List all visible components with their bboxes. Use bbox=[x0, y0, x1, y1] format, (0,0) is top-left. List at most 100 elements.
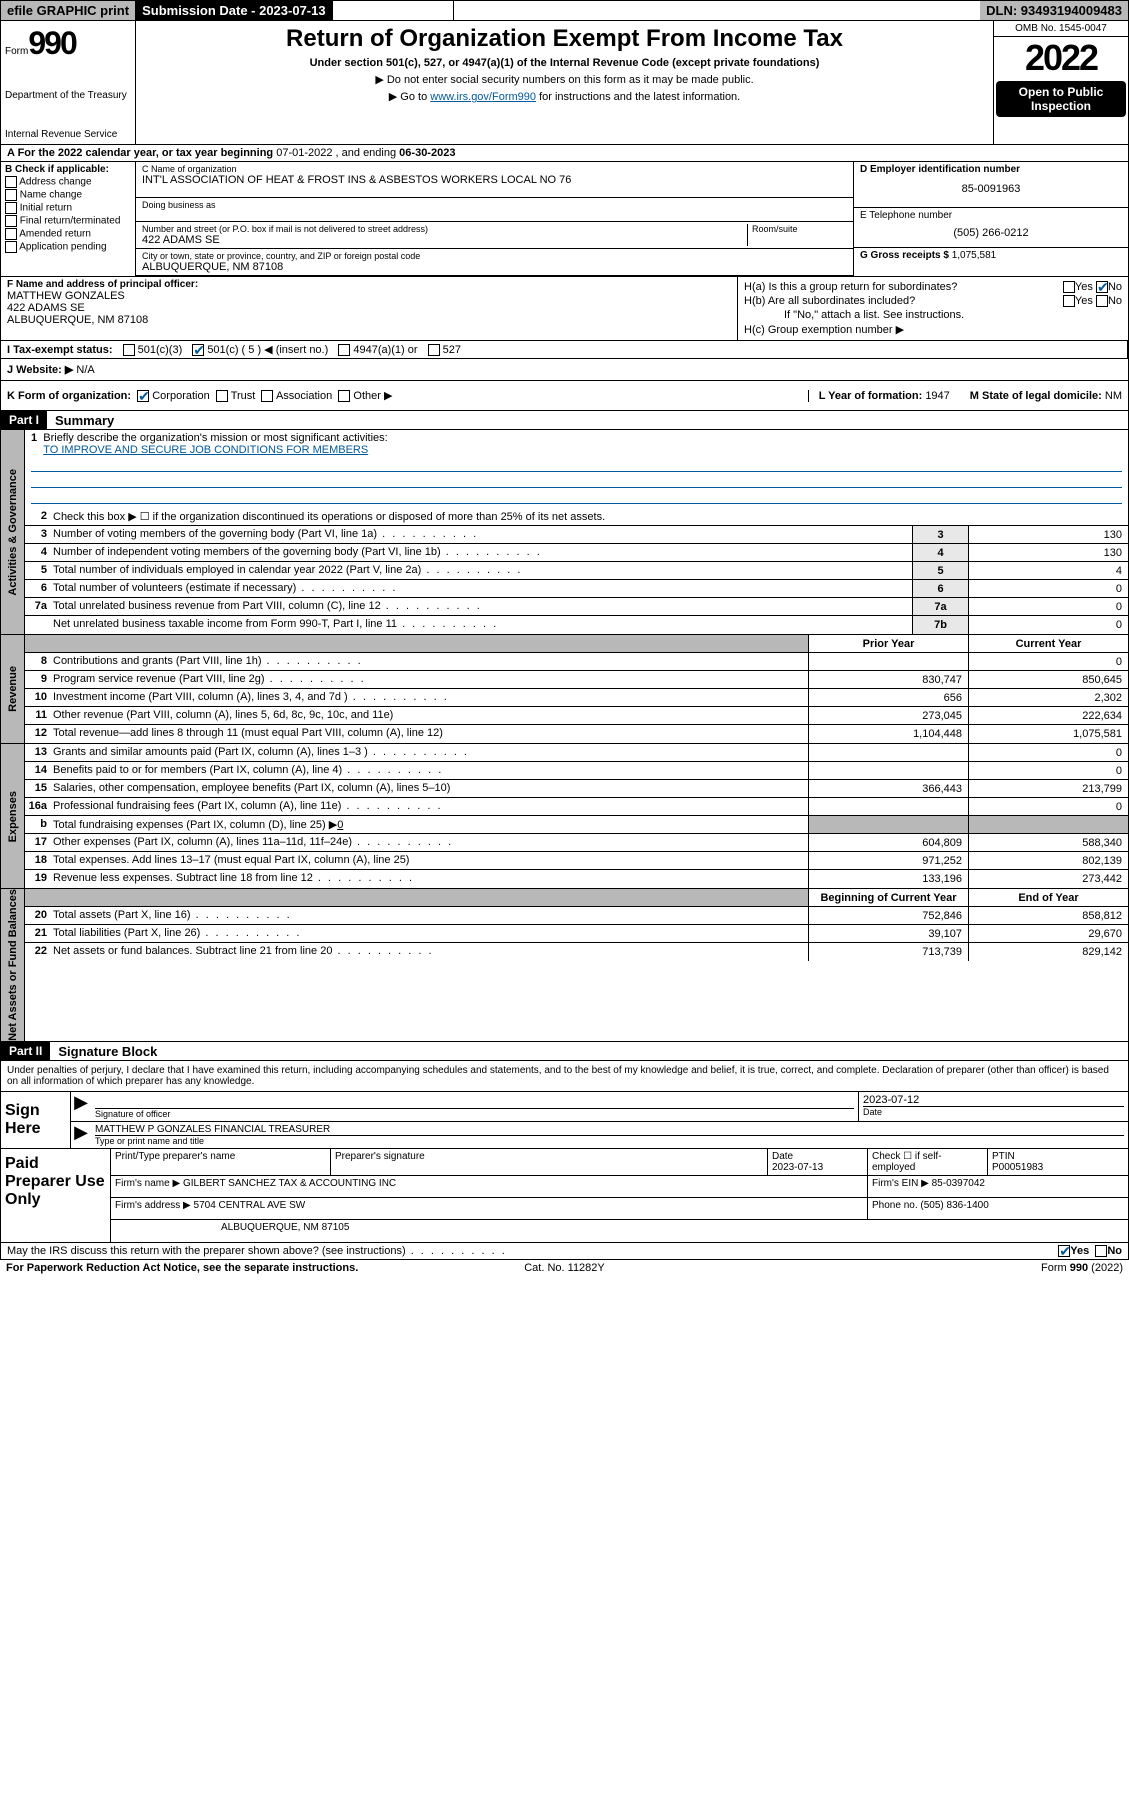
form990-link[interactable]: www.irs.gov/Form990 bbox=[430, 91, 536, 103]
header-center: Return of Organization Exempt From Incom… bbox=[136, 21, 993, 144]
section-k: K Form of organization: Corporation Trus… bbox=[1, 380, 1128, 410]
sig-date-value: 2023-07-12 bbox=[863, 1094, 1124, 1106]
form-number: 990 bbox=[28, 25, 75, 61]
chk-final-return[interactable]: Final return/terminated bbox=[5, 215, 131, 227]
discuss-no: No bbox=[1107, 1245, 1122, 1257]
line20-current: 858,812 bbox=[968, 907, 1128, 924]
efile-graphic-print-label[interactable]: efile GRAPHIC print bbox=[1, 1, 136, 20]
line-7b: Net unrelated business taxable income fr… bbox=[25, 616, 1128, 634]
dba-label: Doing business as bbox=[142, 200, 216, 210]
j-label: J Website: ▶ bbox=[7, 364, 73, 376]
firm-phone-label: Phone no. bbox=[872, 1200, 918, 1211]
ha-yes-checkbox[interactable] bbox=[1063, 281, 1075, 293]
line-8: 8Contributions and grants (Part VIII, li… bbox=[25, 653, 1128, 671]
prior-year-header: Prior Year bbox=[808, 635, 968, 652]
line20-prior: 752,846 bbox=[808, 907, 968, 924]
chk-501c3[interactable] bbox=[123, 344, 135, 356]
section-h: H(a) Is this a group return for subordin… bbox=[738, 277, 1128, 340]
ha-no-checkbox[interactable] bbox=[1096, 281, 1108, 293]
hb-yes: Yes bbox=[1075, 295, 1093, 307]
revenue-header-row: Prior Year Current Year bbox=[25, 635, 1128, 653]
firm-ein-label: Firm's EIN ▶ bbox=[872, 1178, 929, 1189]
line21-prior: 39,107 bbox=[808, 925, 968, 942]
street-label: Number and street (or P.O. box if mail i… bbox=[142, 224, 747, 234]
section-a-pre: A For the 2022 calendar year, or tax yea… bbox=[7, 147, 276, 159]
room-label: Room/suite bbox=[747, 224, 847, 246]
line-4: 4Number of independent voting members of… bbox=[25, 544, 1128, 562]
hb-no-checkbox[interactable] bbox=[1096, 295, 1108, 307]
chk-amended-return[interactable]: Amended return bbox=[5, 228, 131, 240]
k-other: Other ▶ bbox=[353, 390, 392, 402]
submission-date-label: Submission Date - 2023-07-13 bbox=[136, 1, 333, 20]
boy-header: Beginning of Current Year bbox=[808, 889, 968, 906]
chk-trust[interactable] bbox=[216, 390, 228, 402]
i-opt2-pre: 501(c) ( bbox=[207, 344, 248, 356]
form-prefix: Form bbox=[5, 46, 28, 57]
chk-4947[interactable] bbox=[338, 344, 350, 356]
paid-preparer-label: Paid Preparer Use Only bbox=[1, 1149, 111, 1242]
chk-address-change[interactable]: Address change bbox=[5, 176, 131, 188]
net-header-row: Beginning of Current Year End of Year bbox=[25, 889, 1128, 907]
section-fh: F Name and address of principal officer:… bbox=[1, 276, 1128, 340]
line6-value: 0 bbox=[968, 580, 1128, 597]
chk-association[interactable] bbox=[261, 390, 273, 402]
chk-application-pending[interactable]: Application pending bbox=[5, 241, 131, 253]
line16b-prior-shaded bbox=[808, 816, 968, 833]
discuss-no-checkbox[interactable] bbox=[1095, 1245, 1107, 1257]
chk-other[interactable] bbox=[338, 390, 350, 402]
header-left: Form990 Department of the Treasury Inter… bbox=[1, 21, 136, 144]
header-right: OMB No. 1545-0047 2022 Open to Public In… bbox=[993, 21, 1128, 144]
section-de: D Employer identification number 85-0091… bbox=[853, 162, 1128, 276]
officer-name: MATTHEW GONZALES bbox=[7, 290, 731, 302]
ein-label: D Employer identification number bbox=[860, 164, 1122, 175]
prep-date-value: 2023-07-13 bbox=[772, 1162, 823, 1173]
k-assoc: Association bbox=[276, 390, 332, 402]
prep-self-employed[interactable]: Check ☐ if self-employed bbox=[868, 1149, 988, 1175]
line-12: 12Total revenue—add lines 8 through 11 (… bbox=[25, 725, 1128, 743]
hb-label: H(b) Are all subordinates included? bbox=[744, 295, 1063, 307]
chk-corporation[interactable] bbox=[137, 390, 149, 402]
chk-initial-return[interactable]: Initial return bbox=[5, 202, 131, 214]
discuss-yes: Yes bbox=[1070, 1245, 1089, 1257]
revenue-section: Revenue Prior Year Current Year 8Contrib… bbox=[0, 635, 1129, 744]
cat-number: Cat. No. 11282Y bbox=[378, 1262, 750, 1274]
chk-527[interactable] bbox=[428, 344, 440, 356]
i-opt3: 4947(a)(1) or bbox=[353, 344, 417, 356]
street-value: 422 ADAMS SE bbox=[142, 234, 747, 246]
line7a-value: 0 bbox=[968, 598, 1128, 615]
section-a-tax-year: A For the 2022 calendar year, or tax yea… bbox=[1, 145, 1128, 162]
section-c: C Name of organization INT'L ASSOCIATION… bbox=[136, 162, 1128, 276]
line-17: 17Other expenses (Part IX, column (A), l… bbox=[25, 834, 1128, 852]
chk-name-change[interactable]: Name change bbox=[5, 189, 131, 201]
gross-label: G Gross receipts $ bbox=[860, 250, 949, 261]
ein-row: D Employer identification number 85-0091… bbox=[854, 162, 1128, 208]
submission-date-spacer bbox=[333, 1, 454, 20]
dln-label: DLN: 93493194009483 bbox=[980, 1, 1128, 20]
line-18: 18Total expenses. Add lines 13–17 (must … bbox=[25, 852, 1128, 870]
tax-year: 2022 bbox=[994, 37, 1128, 79]
i-opt1: 501(c)(3) bbox=[138, 344, 183, 356]
line17-prior: 604,809 bbox=[808, 834, 968, 851]
line-20: 20Total assets (Part X, line 16)752,8468… bbox=[25, 907, 1128, 925]
bottom-footer: For Paperwork Reduction Act Notice, see … bbox=[0, 1260, 1129, 1276]
line-7a: 7aTotal unrelated business revenue from … bbox=[25, 598, 1128, 616]
chk-501c[interactable] bbox=[192, 344, 204, 356]
hb-yes-checkbox[interactable] bbox=[1063, 295, 1075, 307]
discuss-yes-checkbox[interactable] bbox=[1058, 1245, 1070, 1257]
line-1: 1 Briefly describe the organization's mi… bbox=[25, 430, 1128, 508]
mission-statement[interactable]: TO IMPROVE AND SECURE JOB CONDITIONS FOR… bbox=[43, 444, 368, 456]
ssn-note: ▶ Do not enter social security numbers o… bbox=[146, 73, 983, 86]
line-16b: bTotal fundraising expenses (Part IX, co… bbox=[25, 816, 1128, 834]
line17-current: 588,340 bbox=[968, 834, 1128, 851]
line4-value: 130 bbox=[968, 544, 1128, 561]
org-name-row: C Name of organization INT'L ASSOCIATION… bbox=[136, 162, 853, 198]
line-2: 2Check this box ▶ ☐ if the organization … bbox=[25, 508, 1128, 526]
paid-preparer-block: Paid Preparer Use Only Print/Type prepar… bbox=[0, 1149, 1129, 1243]
hb-no: No bbox=[1108, 295, 1122, 307]
f-label: F Name and address of principal officer: bbox=[7, 279, 198, 290]
line11-prior: 273,045 bbox=[808, 707, 968, 724]
form-header: Form990 Department of the Treasury Inter… bbox=[0, 21, 1129, 145]
line15-current: 213,799 bbox=[968, 780, 1128, 797]
section-i-row: I Tax-exempt status: 501(c)(3) 501(c) ( … bbox=[1, 340, 1128, 358]
ha-no: No bbox=[1108, 281, 1122, 293]
